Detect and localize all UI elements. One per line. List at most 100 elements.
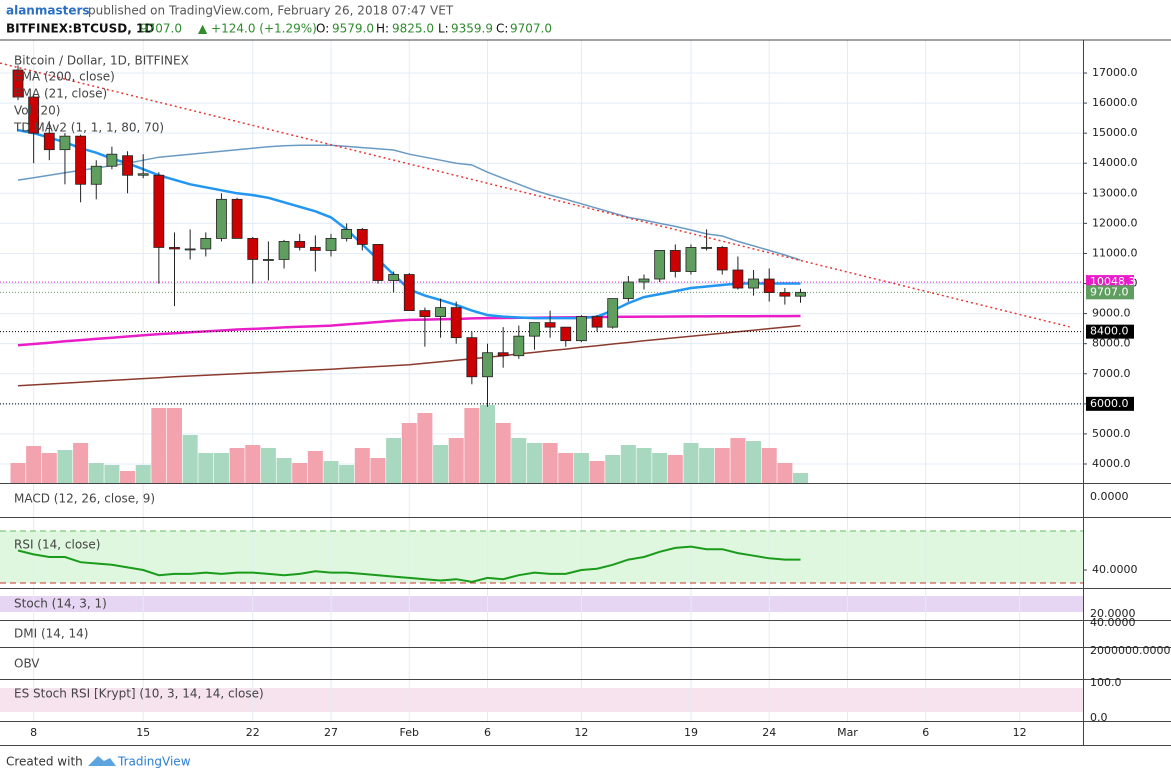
volume-bar — [135, 465, 151, 483]
legend-entry: Vol (20) — [14, 104, 60, 118]
overlay-line — [17, 314, 801, 347]
candle-body — [59, 135, 71, 151]
volume-bar — [667, 455, 683, 483]
candle-body — [341, 228, 353, 239]
y-tick-label: 13000.0 — [1092, 186, 1138, 199]
candle-body — [497, 352, 509, 357]
y-tick-label: 9000.0 — [1092, 307, 1131, 320]
candle-body — [325, 238, 337, 251]
candle-body — [560, 326, 572, 342]
volume-bar — [229, 448, 245, 483]
y-tick-label: 12000.0 — [1092, 216, 1138, 229]
volume-bar — [511, 438, 527, 483]
volume-bar — [213, 453, 229, 483]
pane-axis-label: 2000000.0000 — [1090, 644, 1170, 657]
price-label-box — [1086, 324, 1134, 339]
footer-brand[interactable]: TradingView — [117, 755, 191, 769]
legend-entry: EMA (21, close) — [14, 87, 107, 101]
volume-bar — [605, 455, 621, 483]
close-label: C: — [496, 22, 508, 36]
candle-body — [137, 173, 149, 176]
volume-bar — [417, 413, 433, 483]
candle-body — [669, 250, 681, 272]
open-label: O: — [316, 22, 329, 36]
volume-bar — [573, 453, 589, 483]
candle-body — [372, 244, 384, 281]
candle-body — [200, 238, 212, 250]
y-tick-label: 5000.0 — [1092, 427, 1131, 440]
author: alanmasters — [6, 4, 90, 18]
trendline — [0, 62, 1070, 328]
overlay-line — [17, 144, 801, 261]
candle-body — [90, 165, 102, 185]
candle-body — [576, 316, 587, 342]
x-tick-label: 12 — [1013, 726, 1027, 739]
overlay-line — [17, 324, 801, 387]
volume-bar — [542, 443, 558, 483]
volume-bar — [151, 408, 167, 483]
volume-bar — [73, 443, 89, 483]
grid — [0, 40, 1083, 721]
legend-entry: TD MAv2 (1, 1, 1, 80, 70) — [13, 121, 164, 135]
y-tick-label: 4000.0 — [1092, 457, 1131, 470]
pane-title: MACD (12, 26, close, 9) — [14, 492, 155, 506]
volume-bar — [793, 473, 809, 483]
volume-bar — [777, 463, 793, 483]
volume-bar — [260, 448, 276, 483]
volume-bar — [589, 461, 605, 483]
candle-body — [43, 132, 55, 151]
candle-body — [309, 247, 321, 251]
candle-body — [716, 247, 728, 271]
candle-body — [169, 247, 180, 250]
volume-bar — [120, 471, 136, 483]
volume-bar — [746, 441, 762, 483]
volume-bar — [339, 465, 355, 483]
volume-bar — [761, 448, 777, 483]
volume-bar — [292, 463, 308, 483]
volume-bar — [167, 408, 183, 483]
volume-bar — [57, 450, 73, 483]
symbol: BITFINEX:BTCUSD, 1D — [6, 22, 154, 36]
pane-axis-label: 0.0000 — [1090, 490, 1129, 503]
pane-title: OBV — [14, 657, 40, 671]
volume-bar — [307, 451, 323, 483]
volume-bar — [480, 405, 496, 483]
volume-bar — [714, 448, 730, 483]
price-label: 6000.0 — [1090, 397, 1129, 410]
high-label: H: — [376, 22, 389, 36]
volume-bar — [433, 445, 449, 483]
x-tick-label: Mar — [837, 726, 858, 739]
candle-body — [466, 337, 478, 378]
price-label-box — [1086, 396, 1134, 411]
footer-text: Created with — [6, 755, 83, 769]
volume-bar — [699, 448, 715, 483]
plot — [0, 62, 1083, 584]
candle-body — [75, 135, 86, 185]
candle-body — [638, 278, 650, 283]
candle-body — [231, 198, 243, 239]
candle-body — [419, 310, 431, 318]
volume-bar — [370, 458, 386, 483]
candle-body — [12, 69, 24, 98]
x-tick-label: 19 — [684, 726, 698, 739]
candle-body — [607, 298, 619, 328]
pane-axis-label: 0.0 — [1090, 711, 1108, 724]
candle-body — [622, 281, 634, 299]
candle-body — [153, 174, 165, 248]
chart-title: Bitcoin / Dollar, 1D, BITFINEX — [14, 54, 189, 68]
volume-bar — [526, 443, 542, 483]
candle-body — [184, 248, 196, 251]
candle-body — [748, 278, 759, 289]
candle-body — [216, 198, 227, 239]
x-tick-label: 12 — [574, 726, 588, 739]
candle-body — [294, 241, 306, 248]
x-tick-label: 22 — [246, 726, 260, 739]
price-label: 9707.0 — [1090, 285, 1129, 298]
x-tick-label: Feb — [400, 726, 419, 739]
candle-body — [263, 259, 274, 261]
es-band — [0, 688, 1083, 712]
candle-body — [388, 274, 400, 281]
x-tick-label: 6 — [922, 726, 929, 739]
candle-body — [732, 269, 744, 289]
pane-title: DMI (14, 14) — [14, 627, 88, 641]
